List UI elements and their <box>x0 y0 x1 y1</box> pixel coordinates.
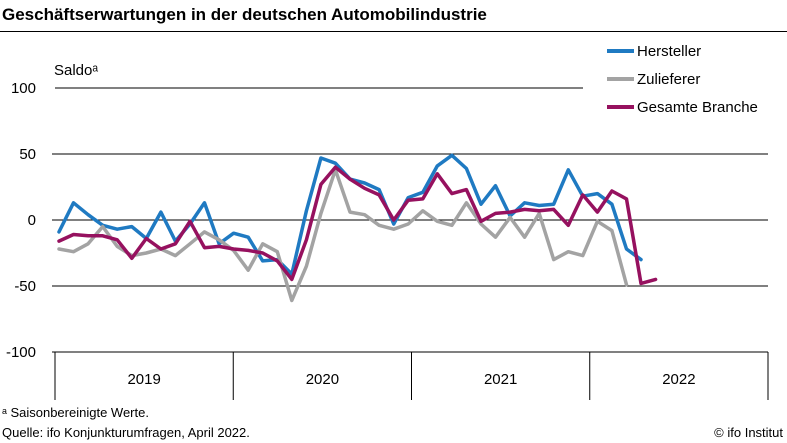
chart-title: Geschäftserwartungen in der deutschen Au… <box>2 5 487 24</box>
x-tick-label-2022: 2022 <box>662 371 695 388</box>
legend: Hersteller Zulieferer Gesamte Branche <box>607 43 758 116</box>
x-tick-label-2021: 2021 <box>484 371 517 388</box>
source-note: Quelle: ifo Konjunkturumfragen, April 20… <box>2 425 250 440</box>
legend-label-gesamte-branche: Gesamte Branche <box>637 99 758 116</box>
footnote: ᵃ Saisonbereinigte Werte. <box>2 405 149 420</box>
series-lines <box>57 153 658 303</box>
x-tick-label-2020: 2020 <box>306 371 339 388</box>
y-axis-tick-labels: 100 50 0 -50 -100 <box>6 80 36 361</box>
y-tick-label-50: 50 <box>19 146 36 163</box>
y-tick-label-0: 0 <box>28 212 36 229</box>
series-line-gesamte-branche <box>57 165 658 286</box>
line-chart: 100 50 0 -50 -100 Saldoᵃ 2019 2020 2021 2022 He… <box>6 43 769 400</box>
y-tick-label--100: -100 <box>6 344 36 361</box>
legend-label-hersteller: Hersteller <box>637 43 701 60</box>
y-axis-label: Saldoᵃ <box>54 62 98 79</box>
y-tick-label--50: -50 <box>14 278 36 295</box>
gridlines <box>52 87 768 353</box>
y-tick-label-100: 100 <box>11 80 36 97</box>
legend-label-zulieferer: Zulieferer <box>637 71 700 88</box>
x-tick-label-2019: 2019 <box>127 371 160 388</box>
title-rule <box>0 31 787 32</box>
credit: © ifo Institut <box>714 425 783 440</box>
series-line-zulieferer <box>57 168 629 303</box>
x-axis: 2019 2020 2021 2022 <box>54 352 769 400</box>
